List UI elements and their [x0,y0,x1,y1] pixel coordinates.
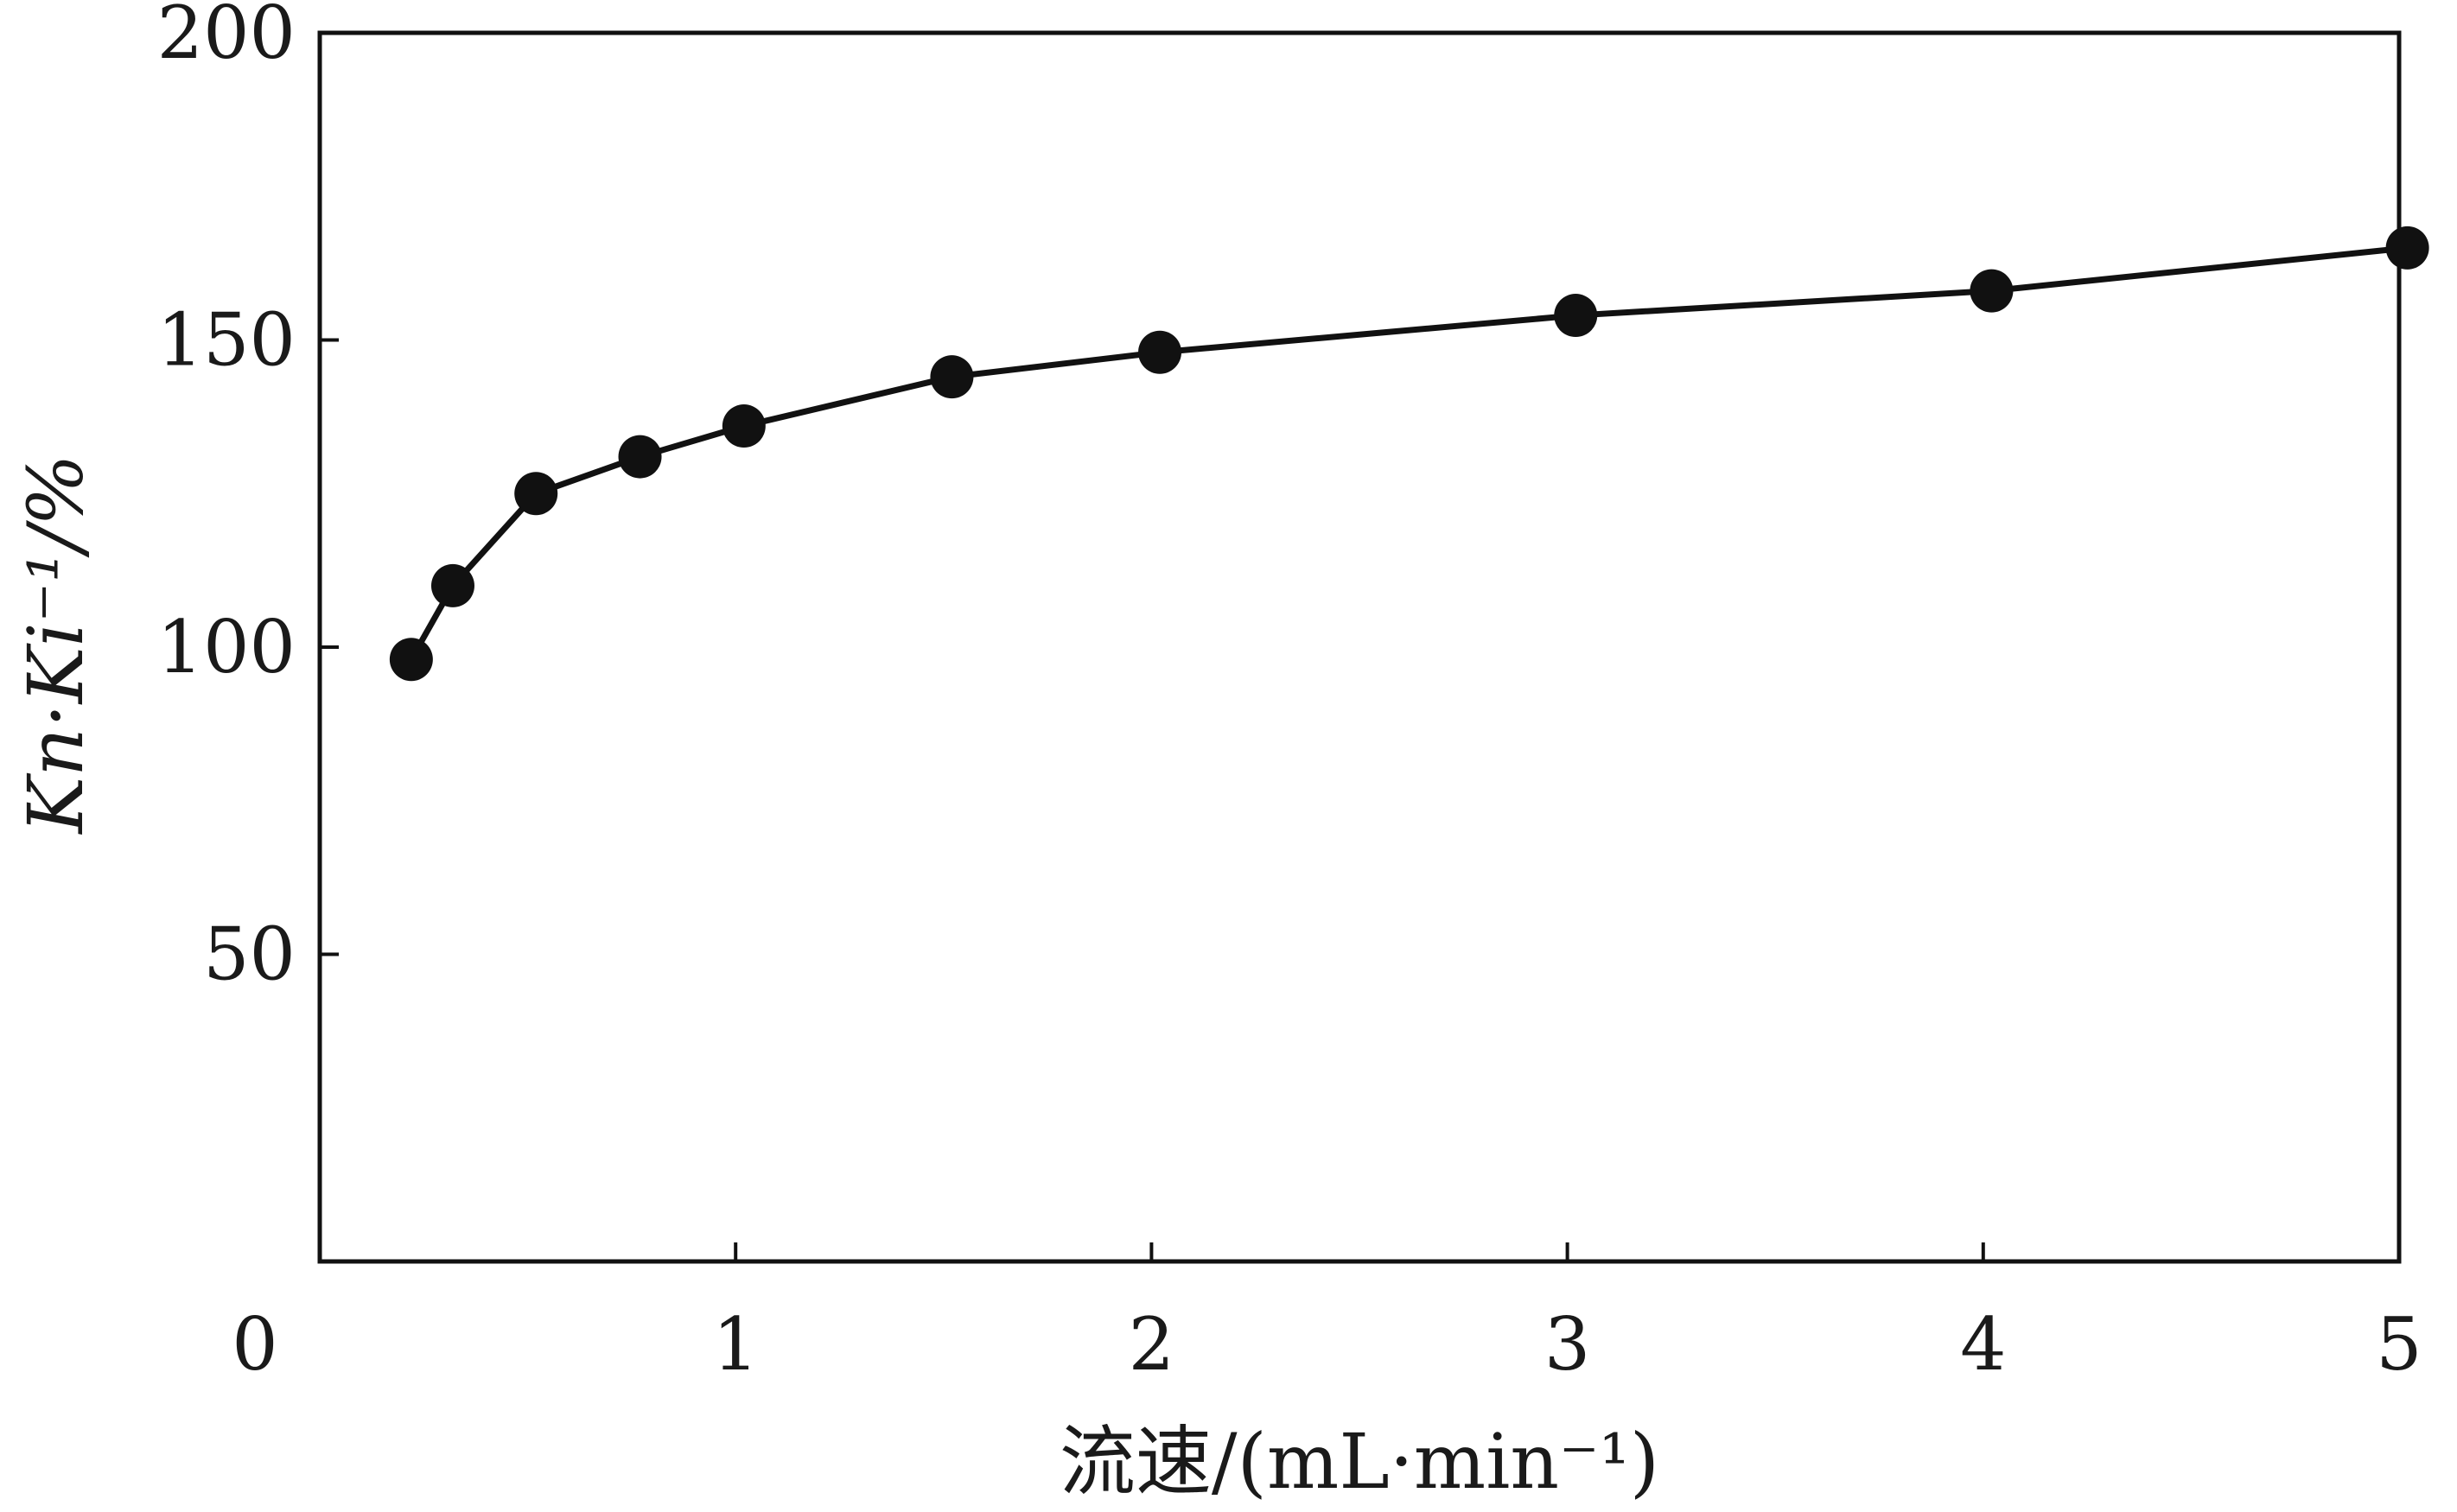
data-point [722,404,766,448]
data-point [2385,226,2429,270]
y-tick-label: 100 [157,605,296,689]
y-tick-label: 150 [157,298,296,383]
x-axis: 0 1 2 3 4 5 [232,1242,2422,1387]
x-tick-label: 1 [712,1302,758,1387]
y-axis-title: Kn·Ki⁻¹/% [11,454,100,835]
y-axis: 50 100 150 200 [157,0,339,997]
x-tick-label: 4 [1960,1302,2006,1387]
data-point [1138,330,1182,374]
data-point [618,435,662,479]
data-point [930,355,974,399]
x-tick-label: 2 [1129,1302,1174,1387]
plot-area-frame [317,30,2402,1264]
series-layer [389,226,2429,682]
y-tick-label: 50 [203,912,296,997]
series-line [408,245,2408,661]
plot-frame [317,30,2402,1264]
x-tick-label: 3 [1544,1302,1590,1387]
data-point [389,638,433,682]
x-tick-label: 0 [232,1302,277,1387]
y-tick-label: 200 [157,0,296,75]
data-point [1554,294,1598,338]
data-point [514,472,558,516]
x-tick-label: 5 [2376,1302,2422,1387]
data-point [1970,269,2014,313]
x-axis-title: 流速/(mL·min⁻¹) [1060,1417,1659,1506]
data-point [430,563,474,607]
